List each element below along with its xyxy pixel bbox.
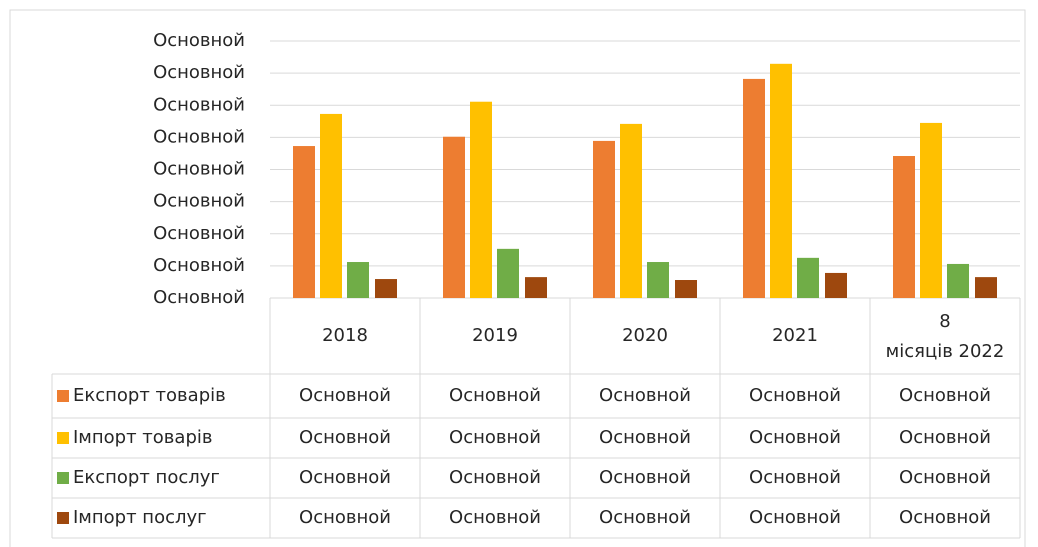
bar — [947, 263, 969, 298]
chart-frame — [9, 9, 1026, 547]
table-value: Основной — [899, 427, 991, 448]
bar — [743, 78, 765, 298]
table-value: Основной — [299, 507, 391, 528]
legend-key — [57, 512, 69, 524]
bar — [375, 279, 397, 298]
table-value: Основной — [599, 507, 691, 528]
table-value: Основной — [449, 507, 541, 528]
bar — [975, 277, 997, 298]
x-tick-label: 8 місяців 2022 — [886, 311, 1005, 362]
legend-key — [57, 472, 69, 484]
y-tick-label: Основной — [153, 223, 245, 244]
bar — [770, 63, 792, 299]
bar — [320, 113, 342, 298]
y-tick-label: Основной — [153, 30, 245, 51]
table-value: Основной — [449, 467, 541, 488]
table-value: Основной — [299, 385, 391, 406]
x-tick-label: 2019 — [472, 325, 518, 346]
table-value: Основной — [899, 507, 991, 528]
bar — [293, 146, 315, 298]
x-tick-label: 2021 — [772, 325, 818, 346]
y-tick-label: Основной — [153, 62, 245, 83]
table-value: Основной — [599, 467, 691, 488]
y-tick-label: Основной — [153, 287, 245, 308]
legend-label: Імпорт товарів — [73, 427, 212, 448]
bar — [920, 122, 942, 298]
bar — [470, 101, 492, 298]
table-value: Основной — [299, 467, 391, 488]
table-value: Основной — [599, 427, 691, 448]
y-tick-label: Основной — [153, 94, 245, 115]
legend-label: Експорт товарів — [73, 385, 226, 406]
y-tick-label: Основной — [153, 191, 245, 212]
bar — [620, 123, 642, 298]
legend-label: Імпорт послуг — [73, 507, 207, 528]
legend-key — [57, 390, 69, 402]
table-value: Основной — [749, 385, 841, 406]
x-tick-label: 2018 — [322, 325, 368, 346]
bar — [443, 136, 465, 298]
legend-label: Експорт послуг — [73, 467, 220, 488]
bar — [797, 257, 819, 298]
table-value: Основной — [599, 385, 691, 406]
table-value: Основной — [449, 427, 541, 448]
y-tick-label: Основной — [153, 159, 245, 180]
bar — [593, 140, 615, 298]
y-tick-label: Основной — [153, 126, 245, 147]
table-value: Основной — [899, 385, 991, 406]
bar — [893, 156, 915, 298]
table-value: Основной — [749, 507, 841, 528]
bar — [675, 280, 697, 298]
bar — [525, 277, 547, 298]
bar — [647, 262, 669, 298]
table-value: Основной — [749, 467, 841, 488]
table-value: Основной — [299, 427, 391, 448]
table-value: Основной — [899, 467, 991, 488]
y-tick-label: Основной — [153, 255, 245, 276]
bar — [497, 248, 519, 298]
bar — [825, 272, 847, 298]
bar — [347, 262, 369, 298]
table-value: Основной — [749, 427, 841, 448]
x-tick-label: 2020 — [622, 325, 668, 346]
legend-key — [57, 432, 69, 444]
table-value: Основной — [449, 385, 541, 406]
